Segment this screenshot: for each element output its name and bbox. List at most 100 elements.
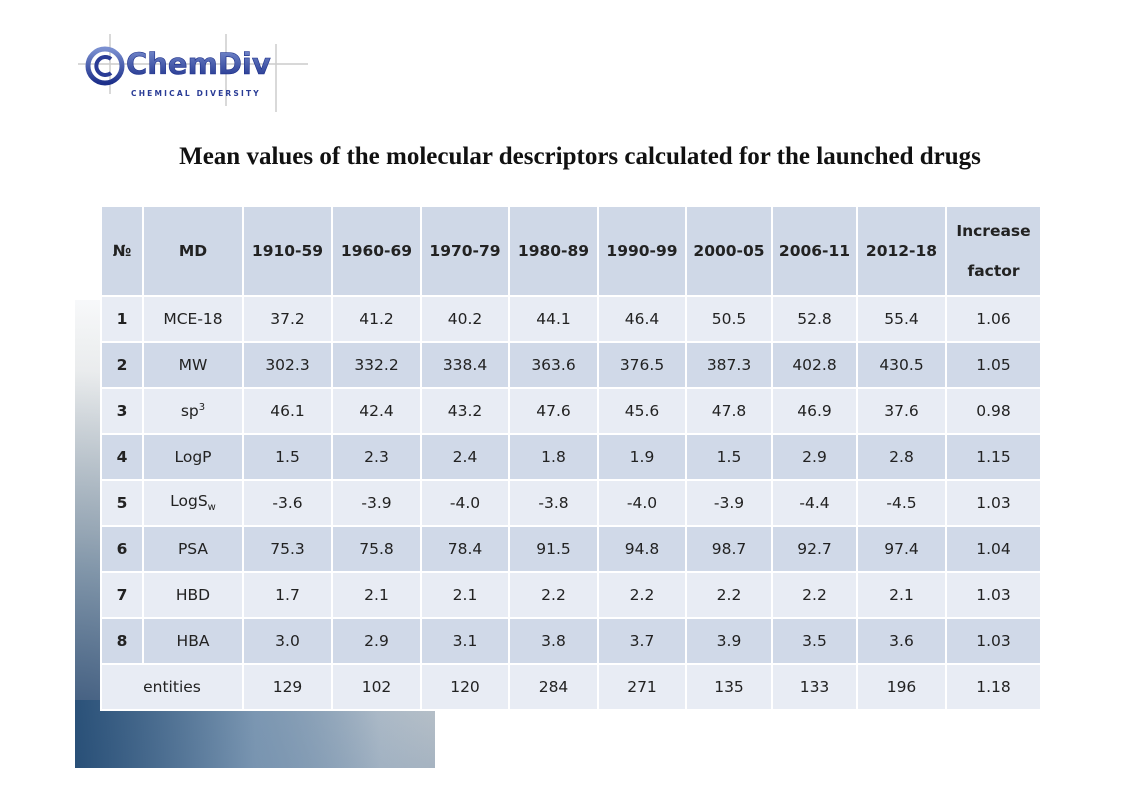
table-cell: 75.8 <box>331 525 422 573</box>
logo-wordmark: ChemDiv <box>126 47 271 81</box>
descriptor-name: LogSw <box>142 479 244 527</box>
table-cell: 2.2 <box>597 571 687 619</box>
table-cell: 2.1 <box>856 571 947 619</box>
table-cell: -3.8 <box>508 479 599 527</box>
descriptor-subscript: w <box>207 502 216 514</box>
table-row: 4 LogP 1.5 2.3 2.4 1.8 1.9 1.5 2.9 2.8 1.15 <box>100 433 1042 481</box>
table-cell: 1.5 <box>242 433 333 481</box>
table-cell: 1.03 <box>945 479 1042 527</box>
row-number: 8 <box>100 617 144 665</box>
descriptors-table: № MD 1910-59 1960-69 1970-79 1980-89 1990-99 20… <box>100 205 1042 711</box>
entities-label: entities <box>100 663 244 711</box>
table-cell: 55.4 <box>856 295 947 343</box>
table-cell: 40.2 <box>420 295 510 343</box>
table-cell: 91.5 <box>508 525 599 573</box>
descriptor-name: HBD <box>142 571 244 619</box>
table-cell: -4.4 <box>771 479 858 527</box>
table-cell: 2.2 <box>771 571 858 619</box>
column-header: 1970-79 <box>420 205 510 297</box>
row-number: 2 <box>100 341 144 389</box>
table-cell: 2.8 <box>856 433 947 481</box>
column-header: 2000-05 <box>685 205 773 297</box>
table-cell: 2.1 <box>420 571 510 619</box>
chemdiv-logo: ChemDiv CHEMICAL DIVERSITY <box>78 34 308 112</box>
table-row: 1 MCE-18 37.2 41.2 40.2 44.1 46.4 50.5 52.8 55.4 1… <box>100 295 1042 343</box>
table-cell: 1.05 <box>945 341 1042 389</box>
table-row: 3 sp3 46.1 42.4 43.2 47.6 45.6 47.8 46.9 37.6 0.98 <box>100 387 1042 435</box>
row-number: 1 <box>100 295 144 343</box>
table-cell: 2.2 <box>508 571 599 619</box>
column-header: 2006-11 <box>771 205 858 297</box>
table-cell: 52.8 <box>771 295 858 343</box>
table-cell: 102 <box>331 663 422 711</box>
table-cell: 3.6 <box>856 617 947 665</box>
table-cell: 1.04 <box>945 525 1042 573</box>
table-cell: 120 <box>420 663 510 711</box>
table-cell: -3.9 <box>331 479 422 527</box>
table-cell: 2.9 <box>331 617 422 665</box>
table-cell: 3.7 <box>597 617 687 665</box>
table-cell: 2.4 <box>420 433 510 481</box>
table-row: 7 HBD 1.7 2.1 2.1 2.2 2.2 2.2 2.2 2.1 1.03 <box>100 571 1042 619</box>
table-cell: 387.3 <box>685 341 773 389</box>
table-cell: 332.2 <box>331 341 422 389</box>
table-cell: 1.15 <box>945 433 1042 481</box>
table-cell: 3.8 <box>508 617 599 665</box>
table-cell: 1.7 <box>242 571 333 619</box>
table-cell: 1.8 <box>508 433 599 481</box>
table-cell: -3.6 <box>242 479 333 527</box>
table-cell: 46.1 <box>242 387 333 435</box>
row-number: 3 <box>100 387 144 435</box>
descriptor-name: LogP <box>142 433 244 481</box>
table-cell: -4.0 <box>597 479 687 527</box>
table-cell: 41.2 <box>331 295 422 343</box>
logo-tagline: CHEMICAL DIVERSITY <box>131 89 261 98</box>
table-cell: 129 <box>242 663 333 711</box>
column-header: № <box>100 205 144 297</box>
table-cell: 271 <box>597 663 687 711</box>
table-cell: 338.4 <box>420 341 510 389</box>
table-cell: -4.0 <box>420 479 510 527</box>
table-cell: 45.6 <box>597 387 687 435</box>
descriptor-name: MCE-18 <box>142 295 244 343</box>
table-cell: 97.4 <box>856 525 947 573</box>
table-cell: 2.1 <box>331 571 422 619</box>
table-cell: 2.9 <box>771 433 858 481</box>
table-cell: 2.2 <box>685 571 773 619</box>
descriptor-label: LogS <box>170 492 208 511</box>
table-cell: 43.2 <box>420 387 510 435</box>
column-header: 1980-89 <box>508 205 599 297</box>
descriptor-label: LogP <box>174 448 212 466</box>
table-cell: 402.8 <box>771 341 858 389</box>
table-cell: 42.4 <box>331 387 422 435</box>
descriptor-name: MW <box>142 341 244 389</box>
table-cell: 1.03 <box>945 617 1042 665</box>
descriptor-superscript: 3 <box>198 401 206 413</box>
entities-row: entities 129 102 120 284 271 135 133 196 1.18 <box>100 663 1042 711</box>
table-header-row: № MD 1910-59 1960-69 1970-79 1980-89 1990-99 20… <box>100 205 1042 297</box>
table-cell: 1.18 <box>945 663 1042 711</box>
table-cell: 3.1 <box>420 617 510 665</box>
table-cell: 1.06 <box>945 295 1042 343</box>
table-cell: 376.5 <box>597 341 687 389</box>
table-cell: 98.7 <box>685 525 773 573</box>
column-header-increase-factor: Increase factor <box>945 205 1042 297</box>
header-text: Increase <box>956 222 1031 240</box>
table-row: 5 LogSw -3.6 -3.9 -4.0 -3.8 -4.0 -3.9 -4.4 -4.5 1.… <box>100 479 1042 527</box>
table-cell: 37.6 <box>856 387 947 435</box>
descriptor-label: PSA <box>177 540 209 558</box>
descriptor-label: MW <box>178 356 208 374</box>
row-number: 5 <box>100 479 144 527</box>
table-cell: 50.5 <box>685 295 773 343</box>
table-cell: 302.3 <box>242 341 333 389</box>
table-cell: 2.3 <box>331 433 422 481</box>
descriptor-name: sp3 <box>142 387 244 435</box>
table-cell: 1.9 <box>597 433 687 481</box>
table-cell: 46.4 <box>597 295 687 343</box>
table-cell: 92.7 <box>771 525 858 573</box>
table-cell: 1.5 <box>685 433 773 481</box>
table-cell: 78.4 <box>420 525 510 573</box>
column-header: 1910-59 <box>242 205 333 297</box>
table-cell: 44.1 <box>508 295 599 343</box>
descriptor-label: sp <box>180 402 199 421</box>
